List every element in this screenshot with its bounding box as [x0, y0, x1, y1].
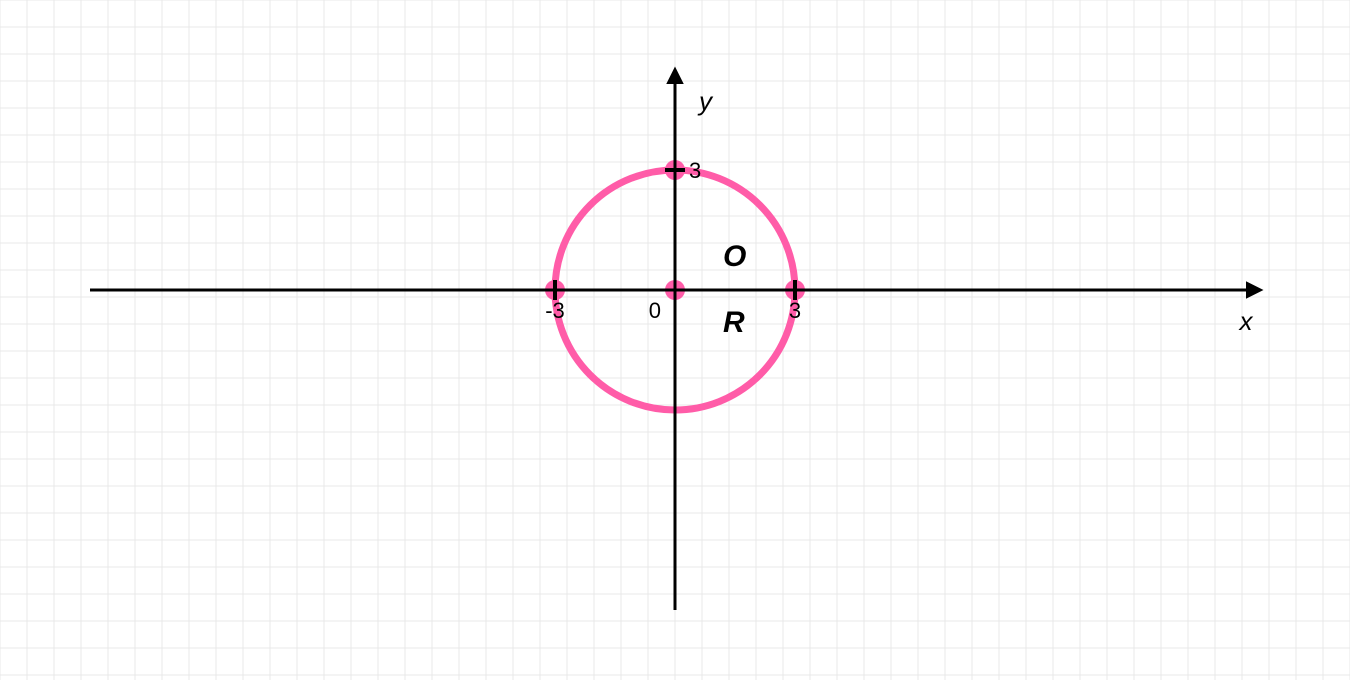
svg-text:3: 3: [689, 158, 701, 183]
svg-text:R: R: [723, 306, 745, 339]
svg-text:3: 3: [789, 298, 801, 323]
x-axis-label: x: [1238, 306, 1254, 336]
svg-text:O: O: [723, 240, 746, 273]
coordinate-plot: x y -3 3 0 3 OR: [0, 0, 1350, 680]
y-axis-label: y: [697, 86, 714, 116]
svg-text:-3: -3: [545, 298, 565, 323]
svg-text:0: 0: [649, 298, 661, 323]
